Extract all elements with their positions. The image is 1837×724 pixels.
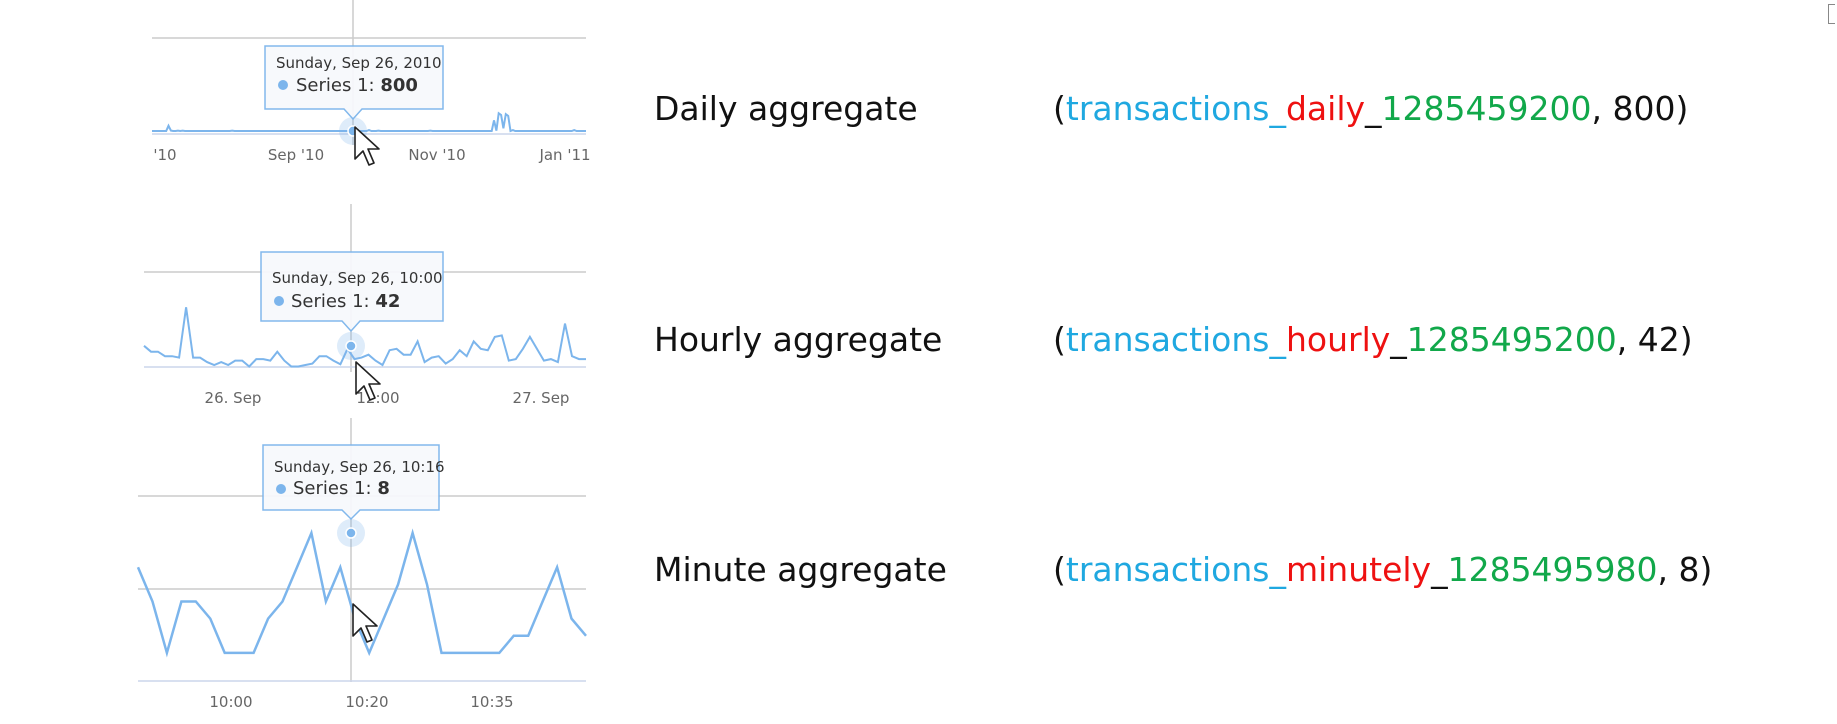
hourly-cursor-icon [355,361,381,401]
daily-series-line [152,111,586,133]
daily-x-tick-label: Nov '10 [408,146,465,164]
hourly-tooltip-value: 42 [375,291,400,312]
daily-tooltip-value: 800 [380,75,418,96]
hourly-tooltip-series: Series 1: 42 [291,291,400,312]
daily-tuple-sep: _ [1365,89,1382,128]
hourly-tuple: (transactions_hourly_1285495200, 42) [1053,320,1693,359]
minute-x-tick-label: 10:20 [345,693,388,711]
daily-cursor-icon [354,126,380,166]
minute-tooltip-date: Sunday, Sep 26, 10:16 [274,458,445,476]
daily-tooltip: Sunday, Sep 26, 2010 Series 1: 800 [264,45,444,121]
daily-tuple-timestamp: 1285459200 [1381,89,1592,128]
hourly-tooltip: Sunday, Sep 26, 10:00 Series 1: 42 [260,251,444,333]
daily-tuple-prefix: transactions_ [1065,89,1286,128]
daily-tooltip-series-name: Series 1 [296,75,369,96]
hourly-highlight-point [345,340,357,352]
minute-series-line [136,528,587,658]
hourly-tuple-value: , 42) [1616,320,1693,359]
minute-tuple-prefix: transactions_ [1065,550,1286,589]
minute-tuple: (transactions_minutely_1285495980, 8) [1053,550,1712,589]
hourly-x-tick-label: 12:00 [356,389,399,407]
hourly-series-line [143,307,586,368]
hourly-tuple-open: ( [1053,320,1066,359]
daily-chart: '10 Sep '10 Nov '10 Jan '11 Sunday, Sep 26,… [152,0,591,166]
hourly-tooltip-date: Sunday, Sep 26, 10:00 [272,269,443,287]
hourly-tuple-type: hourly [1285,320,1391,359]
daily-x-tick-label: '10 [153,146,176,164]
hourly-chart: 26. Sep 12:00 27. Sep Sunday, Sep 26, 10:0… [143,204,586,407]
minute-tuple-sep: _ [1431,550,1448,589]
hourly-tuple-timestamp: 1285495200 [1406,320,1617,359]
minute-highlight-point [345,527,357,539]
hourly-x-tick-label: 27. Sep [513,389,570,407]
daily-x-tick-label: Jan '11 [538,146,590,164]
daily-tuple-value: , 800) [1591,89,1689,128]
minute-aggregate-label: Minute aggregate [654,550,947,589]
daily-tuple-open: ( [1053,89,1066,128]
hourly-tooltip-marker [274,296,284,306]
minute-tooltip-value: 8 [377,478,390,499]
hourly-tuple-prefix: transactions_ [1065,320,1286,359]
minute-x-tick-label: 10:00 [209,693,252,711]
window-edge-bracket [1828,4,1835,24]
hourly-tooltip-series-name: Series 1 [291,291,364,312]
minute-tuple-timestamp: 1285495980 [1447,550,1658,589]
daily-x-tick-label: Sep '10 [268,146,324,164]
hourly-x-tick-label: 26. Sep [205,389,262,407]
hourly-aggregate-label: Hourly aggregate [654,320,943,359]
daily-tooltip-marker [278,80,288,90]
minute-tooltip-series-name: Series 1 [293,478,366,499]
minute-tuple-open: ( [1053,550,1066,589]
minute-cursor-icon [352,603,378,643]
minute-tooltip-series: Series 1: 8 [293,478,390,499]
daily-tuple-type: daily [1285,89,1366,128]
daily-tooltip-series: Series 1: 800 [296,75,418,96]
daily-tooltip-date: Sunday, Sep 26, 2010 [276,54,442,72]
daily-tuple: (transactions_daily_1285459200, 800) [1053,89,1688,128]
minute-chart: 10:00 10:20 10:35 Sunday, Sep 26, 10:16 Se… [136,418,587,711]
daily-aggregate-label: Daily aggregate [654,89,918,128]
minute-tuple-value: , 8) [1657,550,1713,589]
minute-tooltip-marker [276,484,286,494]
minute-tooltip: Sunday, Sep 26, 10:16 Series 1: 8 [262,444,445,521]
minute-x-tick-label: 10:35 [470,693,513,711]
hourly-tuple-sep: _ [1390,320,1407,359]
minute-tuple-type: minutely [1285,550,1432,589]
